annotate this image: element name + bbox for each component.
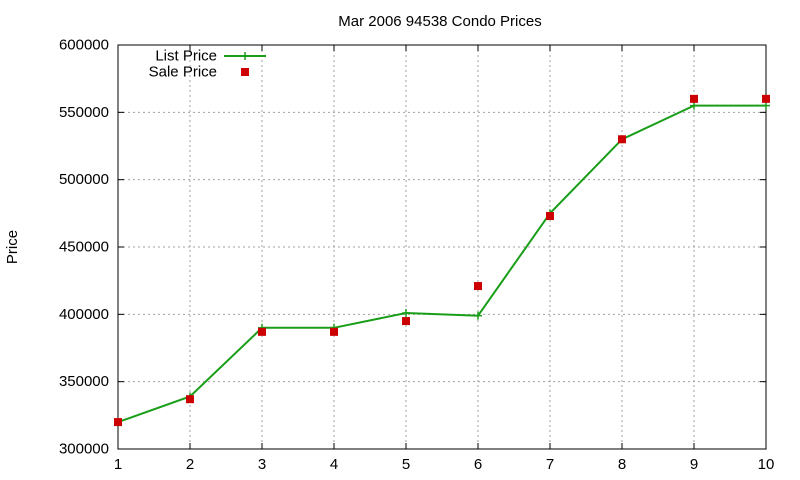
sale-price-point <box>546 212 554 221</box>
y-axis-label: Price <box>4 230 21 264</box>
y-tick-label: 500000 <box>59 171 109 188</box>
list-price-point <box>762 101 770 110</box>
data-series <box>114 94 770 427</box>
x-tick-label: 2 <box>186 456 194 473</box>
y-tick-label: 400000 <box>59 306 109 323</box>
list-price-line <box>117 104 766 424</box>
x-tick-label: 7 <box>546 456 554 473</box>
sale-price-point <box>186 395 194 404</box>
sale-price-point <box>258 327 266 336</box>
chart-title: Mar 2006 94538 Condo Prices <box>338 13 541 30</box>
legend-swatch-sale-price <box>241 68 249 76</box>
x-tick-label: 4 <box>330 456 338 473</box>
x-tick-label: 10 <box>758 456 775 473</box>
x-tick-label: 5 <box>402 456 410 473</box>
x-tick-label: 8 <box>618 456 626 473</box>
legend-label-list-price: List Price <box>155 48 217 65</box>
y-tick-label: 450000 <box>59 239 109 256</box>
x-tick-label: 6 <box>474 456 482 473</box>
sale-price-point <box>474 282 482 291</box>
x-tick-label: 3 <box>258 456 266 473</box>
plot-frame <box>117 44 767 450</box>
x-tick-label: 9 <box>690 456 698 473</box>
y-tick-label: 300000 <box>59 441 109 458</box>
sale-price-point <box>762 94 770 103</box>
y-tick-label: 550000 <box>59 104 109 121</box>
list-price-point <box>474 311 482 320</box>
plot-border <box>117 44 767 450</box>
sale-price-point <box>690 94 698 103</box>
y-tick-label: 600000 <box>59 37 109 54</box>
sale-price-point <box>402 317 410 326</box>
tick-labels: 300000 350000 400000 450000 500000 550000 6000… <box>59 37 774 474</box>
list-price-point <box>690 101 698 110</box>
grid-lines <box>118 45 766 449</box>
sale-price-point <box>618 135 626 144</box>
legend-label-sale-price: Sale Price <box>149 64 217 81</box>
sale-price-point <box>114 418 122 427</box>
y-tick-label: 350000 <box>59 373 109 390</box>
x-tick-label: 1 <box>114 456 122 473</box>
list-price-point <box>402 308 410 317</box>
sale-price-point <box>330 327 338 336</box>
